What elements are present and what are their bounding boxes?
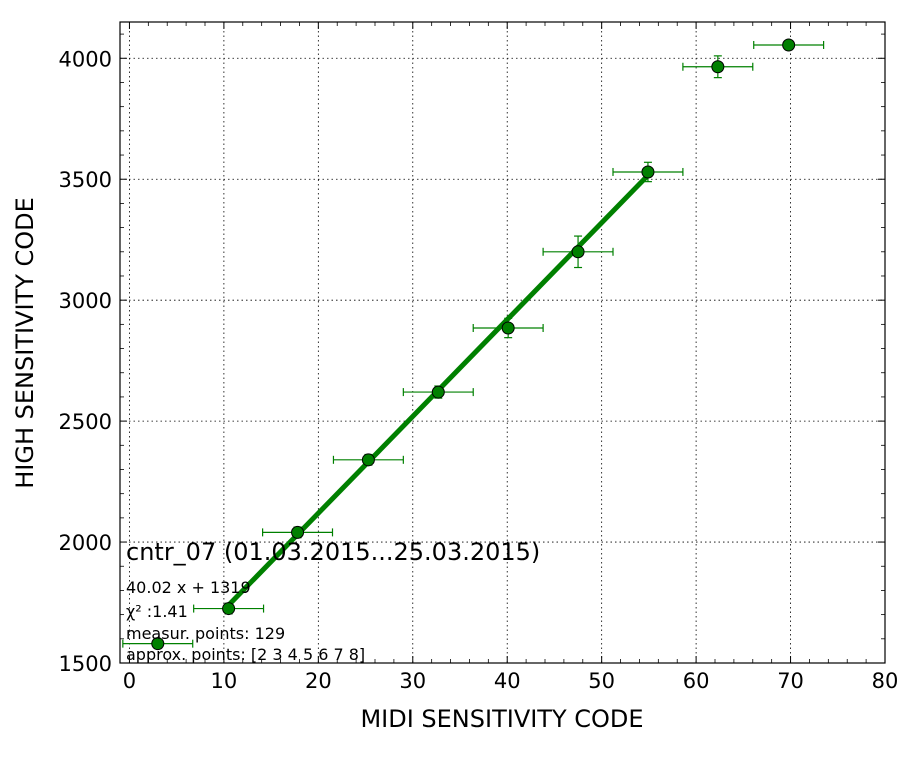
data-marker bbox=[641, 165, 655, 179]
data-marker bbox=[501, 321, 515, 335]
x-tick-label: 30 bbox=[399, 669, 426, 693]
data-points bbox=[122, 38, 825, 651]
data-point-6 bbox=[472, 317, 544, 339]
y-tick-label: 4000 bbox=[59, 47, 112, 71]
plot-frame bbox=[119, 21, 886, 664]
axis-ticks: 0 10 20 30 40 50 60 70 80 1500 2000 2500 3000 3500 400… bbox=[59, 22, 899, 693]
approximation-points-label: approx. points: [2 3 4 5 6 7 8] bbox=[126, 645, 365, 664]
x-tick-label: 20 bbox=[305, 669, 332, 693]
y-tick-label: 1500 bbox=[59, 652, 112, 676]
data-point-4 bbox=[332, 453, 404, 467]
data-marker bbox=[431, 385, 445, 399]
data-marker bbox=[222, 602, 236, 616]
data-point-8 bbox=[612, 161, 684, 183]
x-axis-label: MIDI SENSITIVITY CODE bbox=[360, 705, 643, 733]
y-tick-label: 2000 bbox=[59, 531, 112, 555]
x-tick-label: 10 bbox=[211, 669, 238, 693]
data-point-3 bbox=[262, 525, 334, 539]
x-tick-label: 60 bbox=[683, 669, 710, 693]
data-point-7 bbox=[542, 235, 614, 269]
data-point-1 bbox=[122, 637, 194, 651]
x-tick-label: 70 bbox=[777, 669, 804, 693]
data-marker bbox=[361, 453, 375, 467]
fit-equation: 40.02 x + 1319 bbox=[126, 578, 251, 597]
chart-title: cntr_07 (01.03.2015...25.03.2015) bbox=[126, 538, 540, 566]
x-tick-label: 0 bbox=[123, 669, 136, 693]
y-axis-label: HIGH SENSITIVITY CODE bbox=[11, 197, 39, 489]
data-point-9 bbox=[682, 55, 754, 79]
data-point-10 bbox=[753, 38, 825, 52]
data-point-5 bbox=[402, 385, 474, 399]
measurement-points-label: measur. points: 129 bbox=[126, 624, 285, 643]
y-tick-label: 3000 bbox=[59, 289, 112, 313]
data-marker bbox=[782, 38, 796, 52]
x-tick-label: 50 bbox=[588, 669, 615, 693]
data-marker bbox=[571, 245, 585, 259]
x-tick-label: 40 bbox=[494, 669, 521, 693]
data-point-2 bbox=[193, 602, 265, 616]
x-tick-label: 80 bbox=[872, 669, 899, 693]
data-marker bbox=[711, 60, 725, 74]
y-tick-label: 3500 bbox=[59, 168, 112, 192]
data-marker bbox=[151, 637, 165, 651]
y-tick-label: 2500 bbox=[59, 410, 112, 434]
chi-square-label: χ² :1.41 bbox=[126, 602, 188, 621]
data-marker bbox=[291, 525, 305, 539]
